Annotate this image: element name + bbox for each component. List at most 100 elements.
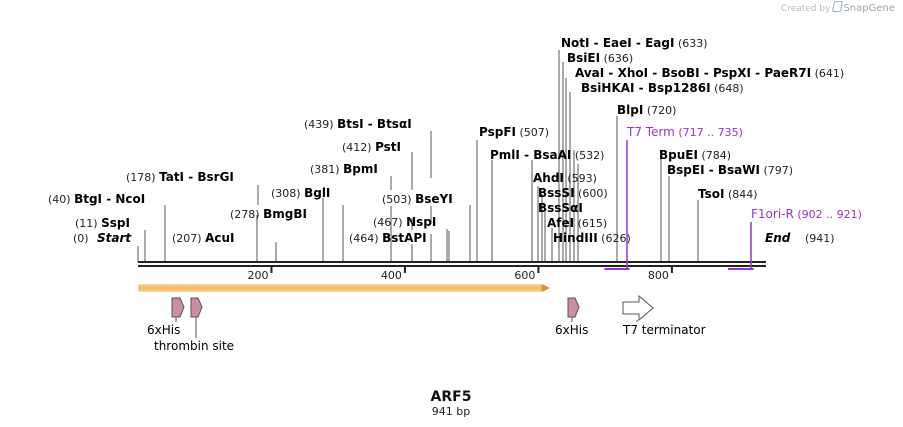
enzyme-position: (381) — [310, 163, 343, 176]
enzyme-site-label: (11) SspI — [75, 216, 130, 230]
enzyme-site-label: BspEI - BsaWI (797) — [667, 163, 793, 177]
enzyme-site[interactable]: TsoI (844) — [698, 187, 758, 201]
enzyme-name: BpuEI — [659, 148, 698, 162]
enzyme-name: BssSI — [538, 186, 575, 200]
ruler-tick-label: 600 — [514, 269, 535, 282]
enzyme-separator: - — [364, 117, 377, 131]
enzyme-site-label: BssSI (600) — [538, 186, 608, 200]
enzyme-site[interactable]: BsiHKAI - Bsp1286I (648) — [581, 81, 744, 95]
enzyme-site[interactable]: (207) AcuI — [172, 231, 235, 245]
primer-range: (717 .. 735) — [675, 126, 743, 139]
enzyme-separator: - — [590, 36, 603, 50]
enzyme-site[interactable]: AfeI (615) — [547, 216, 607, 230]
enzyme-site[interactable]: BssSI (600) — [538, 186, 608, 200]
credit-brand: SnapGene — [843, 3, 895, 14]
snapgene-credit: Created by SnapGene — [781, 1, 895, 14]
enzyme-site[interactable]: (178) TatI - BsrGI — [126, 170, 234, 184]
primer-site[interactable]: T7 Term (717 .. 735) — [604, 125, 743, 270]
enzyme-site[interactable]: BlpI (720) — [617, 103, 676, 117]
enzyme-name: BseYI — [415, 192, 453, 206]
enzyme-site[interactable]: (40) BtgI - NcoI — [48, 192, 145, 206]
enzyme-position: (507) — [516, 126, 549, 139]
enzyme-site[interactable]: AhdI (593) — [533, 171, 597, 185]
enzyme-name: BglI — [304, 186, 330, 200]
enzyme-site[interactable]: (412) PstI — [342, 140, 401, 154]
enzyme-site[interactable]: PspFI (507) — [479, 125, 549, 139]
enzyme-site[interactable]: (381) BpmI — [310, 162, 378, 176]
primer-range: (902 .. 921) — [794, 208, 862, 221]
enzyme-position: (439) — [304, 118, 337, 131]
enzyme-site-label: (381) BpmI — [310, 162, 378, 176]
enzyme-site[interactable]: (278) BmgBI — [230, 207, 307, 221]
enzyme-name: NcoI — [115, 192, 145, 206]
enzyme-name: PspFI — [479, 125, 516, 139]
enzyme-position: (11) — [75, 217, 101, 230]
enzyme-position: (278) — [230, 208, 263, 221]
enzyme-name: XhoI — [618, 66, 649, 80]
enzyme-site[interactable]: PmlI - BsaAI (532) — [490, 148, 604, 162]
feature-6xhis-2[interactable]: 6xHis — [555, 297, 588, 337]
enzyme-position: (641) — [811, 67, 844, 80]
enzyme-site[interactable]: (11) SspI — [75, 216, 130, 230]
primer-site[interactable]: F1ori-R (902 .. 921) — [727, 207, 862, 270]
enzyme-site[interactable]: (503) BseYI — [382, 192, 453, 206]
enzyme-labels: (11) SspI (40) BtgI - NcoI (178) TatI - Bs… — [48, 36, 844, 262]
enzyme-site-label: BsiEI (636) — [567, 51, 633, 65]
enzyme-site-label: (178) TatI - BsrGI — [126, 170, 234, 184]
enzyme-position: (797) — [760, 164, 793, 177]
enzyme-site-label: NotI - EaeI - EagI (633) — [561, 36, 708, 50]
orf-arrow[interactable] — [138, 284, 550, 292]
enzyme-position: (40) — [48, 193, 74, 206]
enzyme-site-label: BlpI (720) — [617, 103, 676, 117]
enzyme-site-label: (40) BtgI - NcoI — [48, 192, 145, 206]
enzyme-name: AvaI — [575, 66, 604, 80]
enzyme-name: BssSαI — [538, 201, 583, 215]
enzyme-site[interactable]: AvaI - XhoI - BsoBI - PspXI - PaeR7I (64… — [575, 66, 844, 80]
enzyme-site-label: AvaI - XhoI - BsoBI - PspXI - PaeR7I (64… — [575, 66, 844, 80]
enzyme-name: SspI — [101, 216, 130, 230]
enzyme-site[interactable]: BpuEI (784) — [659, 148, 731, 162]
enzyme-separator: - — [102, 192, 115, 206]
enzyme-name: NotI — [561, 36, 590, 50]
enzyme-site[interactable]: HindIII (626) — [553, 231, 631, 245]
enzyme-site[interactable]: BssSαI — [538, 201, 583, 215]
enzyme-site[interactable]: BsiEI (636) — [567, 51, 633, 65]
end-label-group: End (941) — [765, 231, 835, 245]
enzyme-name: AfeI — [547, 216, 574, 230]
enzyme-position: (207) — [172, 232, 205, 245]
enzyme-name: Bsp1286I — [648, 81, 711, 95]
enzyme-separator: - — [751, 66, 764, 80]
enzyme-site-label: AfeI (615) — [547, 216, 607, 230]
enzyme-site[interactable]: NotI - EaeI - EagI (633) — [561, 36, 708, 50]
enzyme-name: BsaWI — [718, 163, 760, 177]
feature-6xhis-1[interactable]: 6xHis — [147, 297, 185, 337]
enzyme-name: BsoBI — [661, 66, 699, 80]
enzyme-site-label: BssSαI — [538, 201, 583, 215]
feature-thrombin-site[interactable]: thrombin site — [154, 297, 234, 353]
primer-name: F1ori-R — [751, 207, 794, 221]
enzyme-position: (412) — [342, 141, 375, 154]
enzyme-site[interactable]: (308) BglI — [271, 186, 330, 200]
enzyme-name: BsrGI — [197, 170, 234, 184]
enzyme-separator: - — [604, 66, 617, 80]
enzyme-site[interactable]: BspEI - BsaWI (797) — [667, 163, 793, 177]
enzyme-separator: - — [520, 148, 533, 162]
enzyme-name: PmlI — [490, 148, 520, 162]
enzyme-site-label: (503) BseYI — [382, 192, 453, 206]
enzyme-name: PstI — [375, 140, 401, 154]
end-position: (941) — [805, 232, 835, 245]
enzyme-separator: - — [705, 163, 718, 177]
enzyme-site[interactable]: (439) BtsI - BtsαI — [304, 117, 412, 131]
enzyme-separator: - — [632, 36, 645, 50]
enzyme-position: (626) — [598, 232, 631, 245]
enzyme-site-label: (467) NspI — [373, 215, 436, 229]
feature-t7-terminator[interactable]: T7 terminator — [622, 294, 706, 337]
enzyme-separator: - — [648, 66, 661, 80]
enzyme-site-label: HindIII (626) — [553, 231, 631, 245]
primer-label: F1ori-R (902 .. 921) — [751, 207, 862, 221]
enzyme-name: BtsI — [337, 117, 364, 131]
enzyme-site[interactable]: (464) BstAPI — [349, 231, 427, 245]
enzyme-site-label: PspFI (507) — [479, 125, 549, 139]
enzyme-site-label: BpuEI (784) — [659, 148, 731, 162]
enzyme-site[interactable]: (467) NspI — [373, 215, 436, 229]
